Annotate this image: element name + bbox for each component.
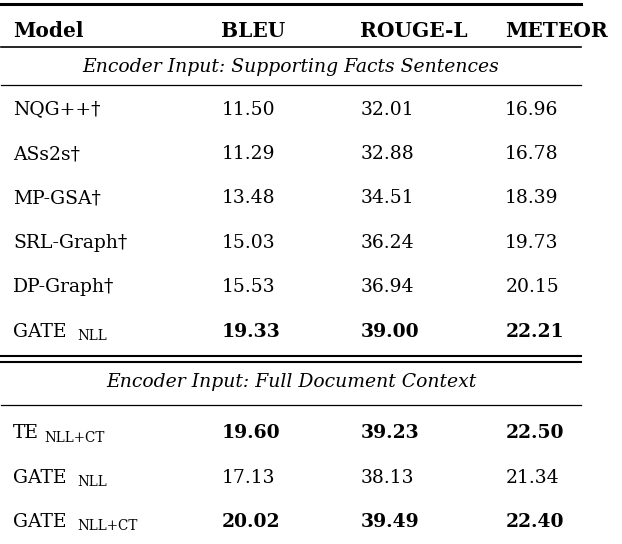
Text: Model: Model: [13, 21, 83, 41]
Text: 16.78: 16.78: [505, 145, 559, 163]
Text: NLL+CT: NLL+CT: [77, 520, 137, 533]
Text: BLEU: BLEU: [221, 21, 285, 41]
Text: 32.88: 32.88: [361, 145, 414, 163]
Text: GATE: GATE: [13, 323, 67, 341]
Text: 39.00: 39.00: [361, 323, 419, 341]
Text: 38.13: 38.13: [361, 469, 414, 487]
Text: TE: TE: [13, 424, 39, 442]
Text: NLL: NLL: [77, 475, 107, 489]
Text: 16.96: 16.96: [505, 101, 559, 119]
Text: 19.73: 19.73: [505, 234, 559, 252]
Text: GATE: GATE: [13, 469, 67, 487]
Text: 32.01: 32.01: [361, 101, 414, 119]
Text: Encoder Input: Supporting Facts Sentences: Encoder Input: Supporting Facts Sentence…: [83, 58, 499, 76]
Text: 39.49: 39.49: [361, 513, 419, 531]
Text: 22.40: 22.40: [505, 513, 564, 531]
Text: 11.50: 11.50: [221, 101, 275, 119]
Text: 13.48: 13.48: [221, 189, 275, 207]
Text: NLL+CT: NLL+CT: [44, 431, 104, 444]
Text: 36.24: 36.24: [361, 234, 414, 252]
Text: 18.39: 18.39: [505, 189, 559, 207]
Text: 22.21: 22.21: [505, 323, 564, 341]
Text: 15.03: 15.03: [221, 234, 275, 252]
Text: ASs2s†: ASs2s†: [13, 145, 80, 163]
Text: 19.33: 19.33: [221, 323, 281, 341]
Text: 21.34: 21.34: [505, 469, 559, 487]
Text: 20.02: 20.02: [221, 513, 280, 531]
Text: 15.53: 15.53: [221, 278, 275, 296]
Text: 20.15: 20.15: [505, 278, 559, 296]
Text: 22.50: 22.50: [505, 424, 564, 442]
Text: Encoder Input: Full Document Context: Encoder Input: Full Document Context: [106, 373, 476, 391]
Text: 34.51: 34.51: [361, 189, 414, 207]
Text: 17.13: 17.13: [221, 469, 275, 487]
Text: 19.60: 19.60: [221, 424, 280, 442]
Text: METEOR: METEOR: [505, 21, 608, 41]
Text: NLL: NLL: [77, 329, 107, 343]
Text: MP-GSA†: MP-GSA†: [13, 189, 101, 207]
Text: SRL-Graph†: SRL-Graph†: [13, 234, 128, 252]
Text: ROUGE-L: ROUGE-L: [361, 21, 468, 41]
Text: 36.94: 36.94: [361, 278, 414, 296]
Text: NQG++†: NQG++†: [13, 101, 101, 119]
Text: 11.29: 11.29: [221, 145, 275, 163]
Text: 39.23: 39.23: [361, 424, 419, 442]
Text: DP-Graph†: DP-Graph†: [13, 278, 114, 296]
Text: GATE: GATE: [13, 513, 67, 531]
